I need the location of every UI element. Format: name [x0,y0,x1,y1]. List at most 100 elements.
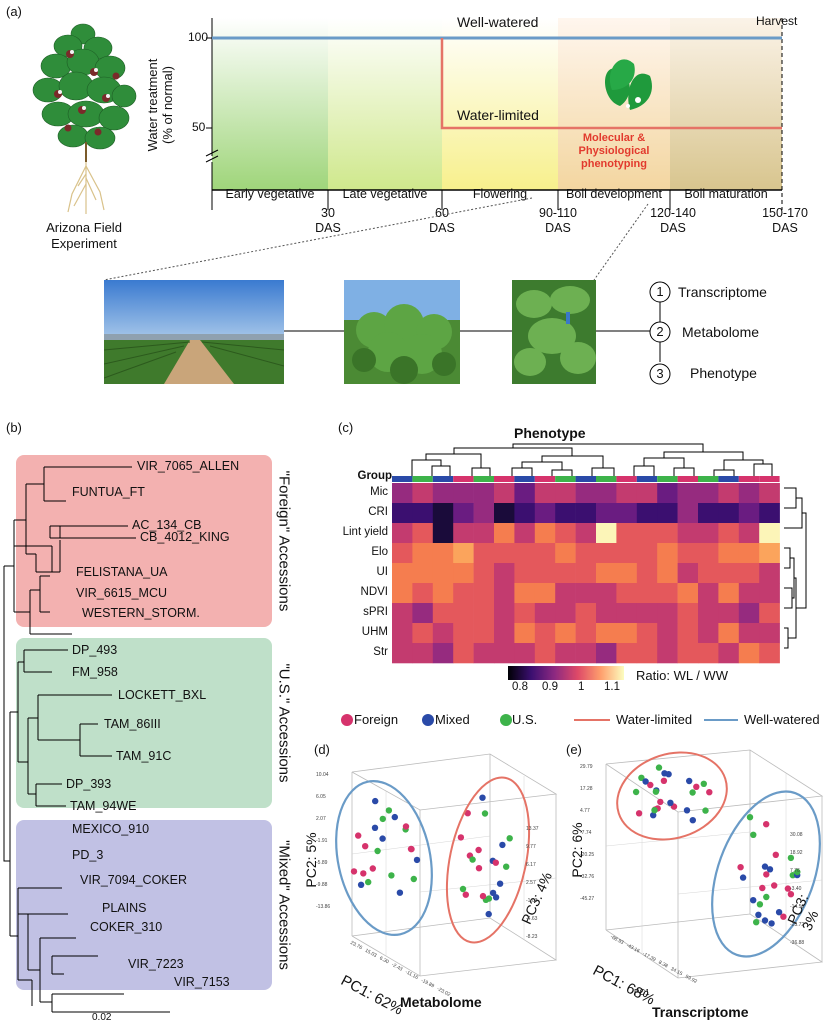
colorbar-title: Ratio: WL / WW [636,668,728,683]
axis-tick: 9.77 [526,844,536,850]
accession-label: VIR_7223 [128,957,184,971]
heatmap-cell [636,543,658,564]
omics-metabolome: Metabolome [682,324,760,340]
heatmap-cell [616,503,638,524]
well-watered-ellipse [711,790,821,958]
heatmap-cell [412,483,434,504]
phylogenetic-tree [3,466,170,1013]
heatmap-cell [616,543,638,564]
pca-point [492,894,500,901]
heatmap-cell [555,483,576,504]
panel-e-label: (e) [566,742,582,757]
axis-tick: -5.89 [316,860,328,866]
pca-point [388,872,395,879]
heatmap-cell [392,503,413,524]
pca-d-left-ticks: 10.04 6.05 2.07 -1.91 -5.89 -9.88 -13.86 [316,764,330,918]
axis-tick: 13.37 [526,826,539,832]
heatmap-cell [412,623,434,644]
pca-point [739,874,747,881]
pca-point [772,851,779,858]
pca-point [374,847,381,855]
heatmap-cell [616,483,638,504]
group-color-cell [534,476,556,482]
pca-point [794,868,801,876]
pca-point [702,807,709,814]
pca-point [355,832,362,839]
pca-point [665,771,672,778]
stage-flowering: Flowering [472,187,528,201]
heatmap-cell [759,583,780,604]
heatmap-cell [698,523,719,544]
stage-boll-maturation: Boll maturation [684,187,768,201]
heatmap-cell [738,603,760,624]
colorbar [508,666,624,680]
heatmap-cell [494,523,515,544]
pca-point [657,798,664,806]
harvest-label: Harvest [756,14,798,28]
heatmap-cell [698,483,719,504]
heatmap-cell [657,583,678,604]
heatmap-cell [759,523,780,544]
pca-point [655,764,663,771]
heatmap-cell [453,603,474,624]
heatmap-cell [616,643,638,664]
heatmap-cell [738,503,760,524]
heatmap-cell [718,643,740,664]
heatmap-cell [636,563,658,584]
heatmap-title: Phenotype [514,425,586,441]
column-dendrogram [411,443,773,476]
pca-point [787,854,795,862]
heatmap-cell [575,563,597,584]
row-label: CRI [368,506,388,518]
phenotyping-note: Molecular & Physiological phenotyping [578,132,650,170]
group-color-cell [514,476,535,482]
mixed-group-box [16,820,272,990]
heatmap-cell [392,483,413,504]
heatmap-cell [657,603,678,624]
accession-label: FELISTANA_UA [76,565,168,579]
well-watered-label: Well-watered [457,14,539,30]
accession-label: FM_958 [72,665,118,679]
legend-us-dot [500,714,512,726]
pca-point [459,885,467,893]
heatmap-cell [698,643,719,664]
das-120-140: 120-140 DAS [650,206,696,235]
heatmap-cell [392,603,413,624]
pca-point [759,884,766,892]
accession-label: AC_134_CB [132,518,202,532]
axis-tick: -1.03 [526,898,538,904]
pca-point [365,878,372,886]
panel-b-label: (b) [6,420,22,435]
axis-tick: -3.40 [790,886,802,892]
heatmap-cell [698,603,719,624]
heatmap-cell [738,563,760,584]
heatmap-cell [494,643,515,664]
heatmap-cell [575,583,597,604]
well-watered-ellipse [335,780,433,936]
heatmap-cell [738,623,760,644]
us-group-box [16,638,272,808]
mixed-group-title: "Mixed" Accessions [275,840,293,970]
axis-tick: -32.76 [580,874,595,880]
heatmap-cell [657,563,678,584]
heatmap-cell [555,603,576,624]
heatmap-cell [392,643,413,664]
heatmap-cell [514,483,536,504]
axis-tick: 2.07 [316,816,326,822]
heatmap-cell [596,483,617,504]
transcriptome-title: Transcriptome [652,1004,749,1020]
pca-point [369,865,376,872]
heatmap-cell [514,623,536,644]
row-dendrogram [784,487,807,649]
heatmap-cell [432,523,454,544]
heatmap-cell [392,563,413,584]
pca-point [402,823,410,830]
axis-tick: -36.88 [790,940,805,946]
heatmap-cell [514,503,536,524]
row-label: Elo [371,546,388,558]
axis-tick: -25.72 [790,922,805,928]
pca-point [642,778,649,785]
heatmap-cell [636,583,658,604]
heatmap-cell [596,523,617,544]
pca-point [689,817,696,824]
